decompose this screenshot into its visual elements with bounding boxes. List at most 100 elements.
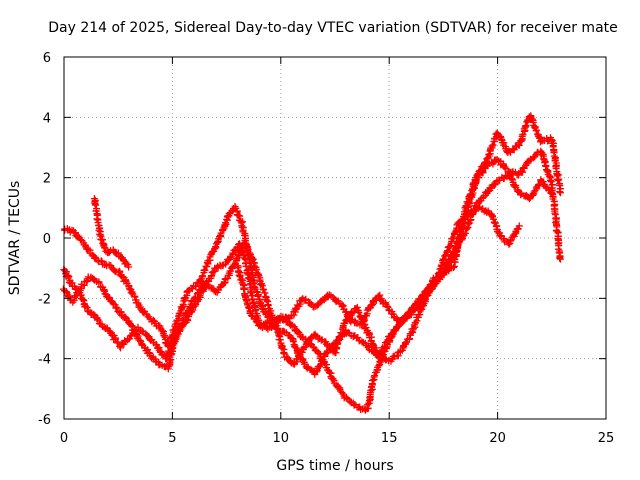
data-point: [383, 302, 391, 310]
data-point: [464, 199, 472, 207]
data-point: [505, 147, 513, 155]
data-point: [325, 291, 333, 299]
data-point: [456, 236, 464, 243]
data-point: [454, 239, 462, 247]
data-point: [554, 177, 562, 185]
y-axis-title: SDTVAR / TECUs: [7, 181, 23, 296]
y-tick-label: 2: [43, 172, 51, 187]
data-point: [488, 142, 496, 150]
data-point: [424, 284, 432, 292]
data-point: [90, 310, 98, 318]
data-point: [532, 126, 540, 134]
data-point: [95, 279, 103, 287]
data-point: [244, 271, 252, 279]
y-tick-label: -2: [38, 292, 51, 307]
data-point: [504, 171, 512, 179]
data-point: [246, 281, 254, 289]
data-point: [245, 274, 253, 282]
data-point: [93, 315, 101, 323]
data-point: [381, 299, 389, 307]
x-tick-label: 5: [168, 431, 176, 446]
data-point: [547, 178, 555, 186]
data-point: [505, 240, 513, 248]
data-point: [338, 389, 346, 396]
data-point: [364, 401, 372, 409]
x-tick-label: 10: [273, 431, 290, 446]
data-point: [556, 254, 564, 262]
data-point: [259, 285, 267, 293]
data-point: [510, 182, 518, 190]
data-point: [355, 309, 363, 317]
data-point: [315, 350, 323, 358]
data-point: [258, 301, 265, 309]
data-point: [125, 263, 133, 271]
y-tick-label: 0: [43, 232, 51, 247]
data-point: [556, 189, 564, 197]
x-tick-label: 0: [60, 431, 68, 446]
data-point: [240, 285, 248, 293]
series-track-2: [59, 203, 523, 414]
series-track-4: [90, 112, 564, 330]
data-point: [94, 316, 102, 324]
data-point: [95, 226, 103, 234]
data-point: [547, 176, 554, 184]
data-point: [290, 323, 298, 331]
data-point: [368, 301, 376, 309]
data-point: [254, 292, 262, 300]
data-point: [406, 335, 413, 342]
data-point: [208, 272, 215, 280]
data-point: [101, 244, 109, 252]
data-point: [122, 313, 129, 321]
data-point: [279, 327, 287, 335]
x-tick-label: 20: [489, 431, 506, 446]
data-point: [511, 142, 519, 150]
data-point: [450, 264, 457, 271]
data-point: [490, 218, 498, 226]
data-point: [242, 243, 250, 251]
data-point: [382, 344, 390, 352]
data-point: [118, 311, 126, 319]
y-tick-label: 4: [43, 111, 51, 126]
data-point: [249, 298, 257, 306]
data-point: [208, 249, 216, 257]
data-point: [446, 243, 454, 251]
data-point: [97, 257, 105, 265]
data-point: [362, 324, 370, 331]
data-point: [178, 304, 186, 312]
data-point: [230, 246, 238, 254]
data-point: [473, 171, 481, 179]
y-tick-label: -6: [38, 413, 51, 428]
data-point: [138, 327, 146, 335]
data-point: [258, 282, 266, 290]
data-point: [131, 327, 139, 335]
data-point: [517, 191, 525, 199]
data-point: [520, 125, 528, 133]
data-point: [506, 237, 514, 245]
data-point: [470, 206, 478, 214]
data-point: [466, 191, 474, 199]
x-tick-label: 25: [598, 431, 615, 446]
data-point: [556, 188, 564, 196]
data-point: [418, 300, 426, 307]
data-point: [375, 362, 383, 370]
data-point: [410, 325, 417, 333]
data-point: [177, 324, 185, 332]
data-point: [192, 283, 200, 291]
y-tick-label: -4: [38, 353, 51, 368]
data-point: [342, 308, 350, 316]
data-point: [289, 338, 297, 346]
data-point: [113, 304, 121, 312]
axis-ticks: 0 5 10 15 20 25 -6 -4 -2 0 2 4 6: [38, 51, 614, 446]
data-point: [387, 334, 395, 342]
data-point: [482, 188, 490, 196]
data-point: [276, 336, 284, 344]
data-point: [402, 339, 410, 347]
data-point: [358, 338, 366, 346]
chart-title: Day 214 of 2025, Sidereal Day-to-day VTE…: [48, 20, 618, 36]
data-point: [519, 130, 527, 138]
data-point: [210, 287, 218, 295]
data-point: [507, 174, 515, 182]
data-point: [160, 332, 168, 340]
x-tick-label: 15: [381, 431, 398, 446]
